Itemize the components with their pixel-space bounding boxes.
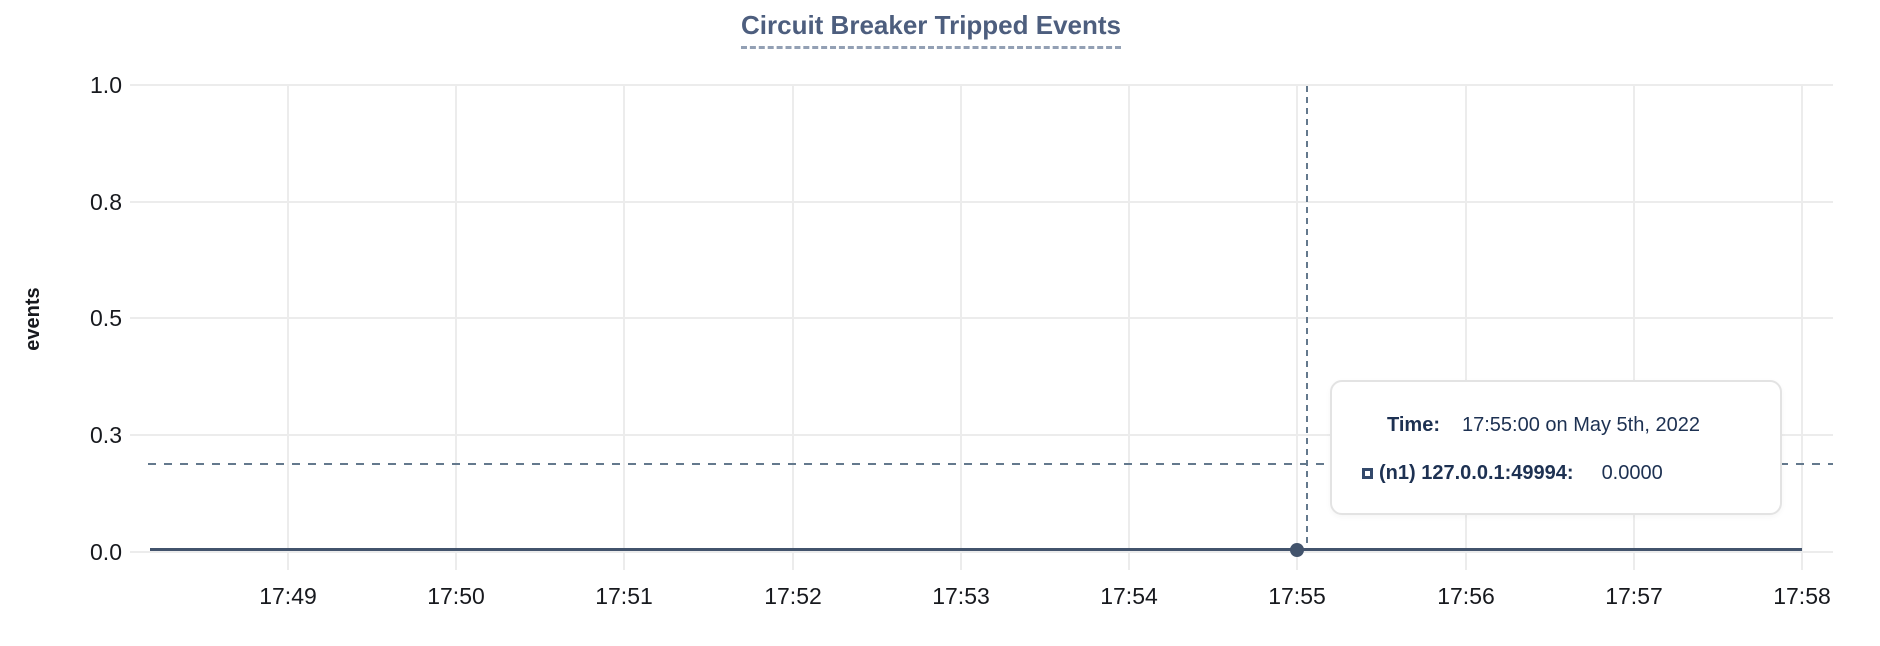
- y-tick-label: 0.8: [90, 189, 122, 215]
- x-tick-label: 17:50: [427, 583, 485, 609]
- tooltip-series-row: (n1) 127.0.0.1:49994: 0.0000: [1362, 461, 1780, 485]
- tooltip-time-row: Time: 17:55:00 on May 5th, 2022: [1387, 413, 1780, 437]
- x-tick-label: 17:56: [1437, 583, 1495, 609]
- x-tick-label: 17:51: [595, 583, 653, 609]
- gridline-vertical: [1128, 85, 1130, 570]
- gridline-vertical: [1296, 85, 1298, 570]
- tooltip-time-value: 17:55:00 on May 5th, 2022: [1461, 413, 1700, 436]
- gridline-vertical: [792, 85, 794, 570]
- gridline-vertical: [1801, 85, 1803, 570]
- gridline-vertical: [1465, 85, 1467, 570]
- gridline-horizontal: [130, 434, 1833, 436]
- y-tick-label: 0.0: [90, 539, 122, 565]
- y-tick-label: 0.3: [90, 422, 122, 448]
- x-tick-label: 17:55: [1268, 583, 1326, 609]
- chart-title: Circuit Breaker Tripped Events: [740, 10, 1122, 49]
- series-line[interactable]: [150, 548, 1802, 551]
- gridline-vertical: [455, 85, 457, 570]
- crosshair-horizontal: [148, 463, 1833, 465]
- gridline-vertical: [960, 85, 962, 570]
- x-tick-label: 17:57: [1605, 583, 1663, 609]
- crosshair-vertical: [1306, 86, 1308, 546]
- square-outline-icon: [1362, 467, 1373, 479]
- y-tick-label: 1.0: [90, 72, 122, 98]
- x-tick-label: 17:54: [1100, 583, 1158, 609]
- tooltip-series-label: (n1) 127.0.0.1:49994:: [1379, 461, 1574, 484]
- gridline-vertical: [287, 85, 289, 570]
- tooltip-series-value: 0.0000: [1601, 461, 1663, 484]
- gridline-horizontal: [130, 84, 1833, 86]
- gridline-horizontal: [130, 201, 1833, 203]
- x-tick-label: 17:53: [932, 583, 990, 609]
- y-tick-label: 0.5: [90, 305, 122, 331]
- gridline-vertical: [623, 85, 625, 570]
- gridline-horizontal: [130, 317, 1833, 319]
- gridline-horizontal: [130, 551, 1833, 553]
- gridline-vertical: [1633, 85, 1635, 570]
- x-tick-label: 17:58: [1773, 583, 1831, 609]
- x-tick-label: 17:49: [259, 583, 317, 609]
- tooltip: Time: 17:55:00 on May 5th, 2022 (n1) 127…: [1330, 380, 1782, 515]
- x-tick-label: 17:52: [764, 583, 822, 609]
- data-point-marker[interactable]: [1290, 543, 1304, 557]
- tooltip-time-label: Time:: [1387, 413, 1440, 436]
